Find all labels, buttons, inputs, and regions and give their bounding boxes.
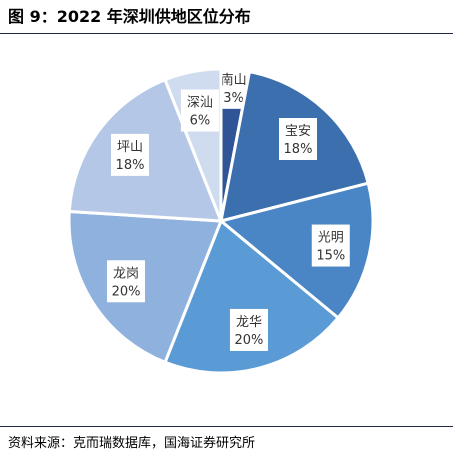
slice-category-label: 光明 xyxy=(318,231,344,246)
slice-category-label: 深汕 xyxy=(187,96,213,111)
pie-slice-3 xyxy=(217,181,375,321)
figure-title: 图 9：2022 年深圳供地区位分布 xyxy=(8,7,251,26)
slice-percent-label: 20% xyxy=(112,284,141,299)
title-rule xyxy=(0,33,453,34)
slice-percent-label: 15% xyxy=(316,249,345,264)
slice-label-box-3 xyxy=(311,224,350,267)
slice-percent-label: 18% xyxy=(116,158,145,173)
slice-label-box-6 xyxy=(111,133,150,176)
slice-percent-label: 18% xyxy=(284,142,313,157)
slice-label-box-7 xyxy=(180,89,219,132)
slice-category-label: 坪山 xyxy=(117,140,143,155)
slice-label-box-4 xyxy=(229,308,268,351)
slice-percent-label: 3% xyxy=(223,91,244,106)
slice-percent-label: 20% xyxy=(235,333,264,348)
slice-label-box-2 xyxy=(278,118,317,161)
slice-percent-label: 6% xyxy=(190,114,211,129)
source-note: 资料来源：克而瑞数据库，国海证券研究所 xyxy=(8,436,256,451)
slice-category-label: 龙岗 xyxy=(113,266,139,281)
source-rule xyxy=(0,426,453,427)
pie-slice-4 xyxy=(163,218,341,375)
slice-category-label: 南山 xyxy=(221,72,247,88)
pie-chart: 南山 3% 宝安 18% 光明 15% 龙华 20% 龙岗 20% 坪山 18% 深汕 6% xyxy=(67,66,375,375)
slice-label-box-5 xyxy=(107,260,146,303)
slice-category-label: 宝安 xyxy=(285,124,311,139)
slice-category-label: 龙华 xyxy=(236,315,262,330)
